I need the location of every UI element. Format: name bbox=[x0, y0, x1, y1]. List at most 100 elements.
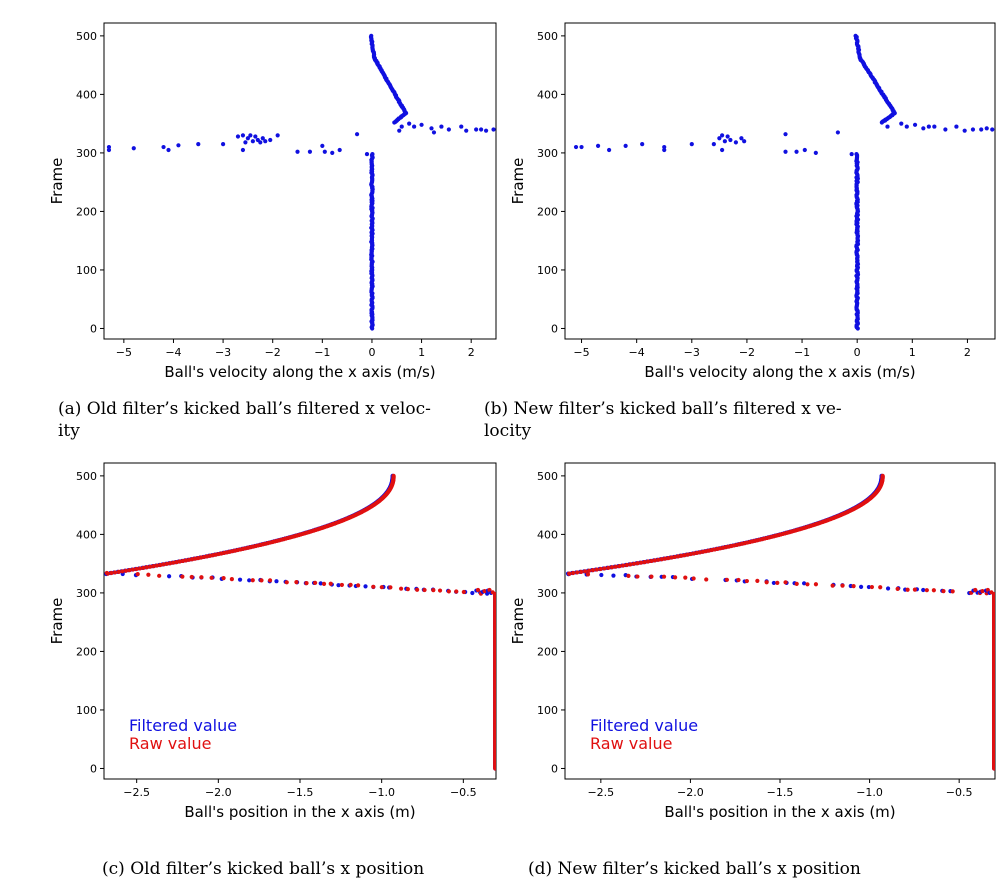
data-point bbox=[339, 582, 344, 588]
data-point bbox=[318, 581, 323, 586]
plot-area bbox=[573, 33, 995, 331]
data-point bbox=[602, 566, 607, 571]
data-point bbox=[168, 561, 173, 566]
data-point bbox=[711, 142, 716, 147]
data-point bbox=[419, 122, 424, 127]
data-point bbox=[304, 581, 309, 586]
data-point bbox=[388, 585, 393, 590]
y-tick-label: 400 bbox=[76, 528, 97, 541]
data-point bbox=[926, 124, 931, 129]
plot-frame bbox=[564, 22, 996, 340]
data-point bbox=[151, 564, 156, 569]
data-point bbox=[106, 144, 112, 150]
data-point bbox=[475, 587, 481, 593]
x-tick-label: −3 bbox=[684, 346, 700, 359]
data-point bbox=[567, 571, 572, 576]
data-point bbox=[144, 565, 149, 570]
x-axis-label: Ball's velocity along the x axis (m/s) bbox=[644, 363, 915, 381]
x-axis-label: Ball's position in the x axis (m) bbox=[664, 803, 895, 821]
data-point bbox=[482, 589, 487, 594]
data-point bbox=[802, 147, 807, 153]
data-point bbox=[755, 578, 760, 583]
data-point bbox=[595, 143, 601, 148]
data-point bbox=[662, 144, 667, 150]
data-point bbox=[135, 571, 140, 577]
data-point bbox=[220, 142, 226, 147]
data-point bbox=[363, 584, 368, 589]
data-point bbox=[263, 139, 268, 144]
y-tick-label: 0 bbox=[551, 762, 558, 775]
legend-filtered: Filtered value bbox=[129, 716, 237, 735]
data-point bbox=[682, 553, 687, 558]
data-point bbox=[328, 581, 333, 586]
y-axis-label: Frame bbox=[48, 598, 66, 645]
data-point bbox=[127, 568, 132, 573]
data-point bbox=[869, 584, 875, 590]
x-tick-label: −2 bbox=[739, 346, 755, 359]
y-tick-label: 0 bbox=[90, 762, 97, 775]
data-point bbox=[990, 127, 995, 132]
y-tick-label: 300 bbox=[76, 587, 97, 600]
data-point bbox=[320, 143, 325, 148]
x-axis-label: Ball's position in the x axis (m) bbox=[184, 803, 415, 821]
data-point bbox=[571, 570, 576, 576]
data-point bbox=[237, 577, 243, 582]
data-point bbox=[598, 566, 603, 572]
data-point bbox=[158, 562, 163, 568]
data-point bbox=[924, 588, 929, 593]
data-point bbox=[626, 573, 631, 578]
data-point bbox=[912, 587, 918, 592]
x-tick-label: −1 bbox=[314, 346, 330, 359]
y-tick-label: 400 bbox=[537, 88, 558, 101]
data-point bbox=[624, 562, 629, 568]
data-point bbox=[943, 127, 948, 132]
data-point bbox=[666, 555, 671, 561]
data-point bbox=[454, 589, 459, 594]
x-tick-label: −1.5 bbox=[767, 786, 794, 799]
data-point bbox=[921, 587, 926, 593]
data-point bbox=[161, 144, 166, 150]
data-point bbox=[116, 569, 121, 574]
data-point bbox=[134, 566, 139, 572]
data-point bbox=[679, 553, 684, 558]
data-point bbox=[176, 143, 181, 148]
legend-raw: Raw value bbox=[590, 734, 672, 753]
data-point bbox=[250, 578, 255, 583]
data-point bbox=[437, 588, 443, 593]
plot-frame bbox=[103, 22, 497, 340]
caption-c: (c) Old filter’s kicked ball’s x positio… bbox=[102, 858, 424, 880]
data-point bbox=[295, 149, 300, 154]
data-point bbox=[474, 127, 479, 132]
data-point bbox=[431, 588, 436, 593]
x-tick-label: −0.5 bbox=[450, 786, 477, 799]
caption-c-text: (c) Old filter’s kicked ball’s x positio… bbox=[102, 859, 425, 879]
data-point bbox=[661, 574, 667, 579]
legend-filtered: Filtered value bbox=[590, 716, 698, 735]
data-point bbox=[835, 130, 840, 135]
data-point bbox=[989, 590, 994, 595]
data-point bbox=[739, 136, 744, 141]
chart-panel-c: −2.5 −2.0 −1.5 −1.0 −0.5 0 100 200 300 400 500 Ball… bbox=[0, 440, 500, 840]
data-point bbox=[585, 572, 591, 577]
x-tick-label: −2.0 bbox=[677, 786, 704, 799]
data-point bbox=[635, 574, 640, 579]
data-point bbox=[683, 575, 688, 580]
chart-panel-b: −5 −4 −3 −2 −1 0 1 2 0 100 200 300 400 500 Ball's velo… bbox=[500, 0, 1000, 395]
caption-d: (d) New filter’s kicked ball’s x positio… bbox=[528, 858, 861, 880]
x-tick-label: −1.0 bbox=[856, 786, 883, 799]
data-point bbox=[659, 557, 664, 562]
data-point bbox=[392, 120, 397, 125]
data-point bbox=[586, 568, 592, 573]
data-point bbox=[439, 124, 444, 129]
data-point bbox=[801, 581, 807, 586]
data-point bbox=[783, 132, 788, 137]
y-tick-label: 200 bbox=[537, 205, 558, 218]
data-point bbox=[446, 589, 451, 594]
data-point bbox=[950, 589, 955, 594]
data-point bbox=[609, 565, 615, 570]
data-point bbox=[628, 562, 633, 567]
plot-area bbox=[104, 473, 496, 771]
data-point bbox=[878, 585, 883, 590]
data-point bbox=[259, 578, 264, 583]
data-point bbox=[805, 582, 810, 587]
